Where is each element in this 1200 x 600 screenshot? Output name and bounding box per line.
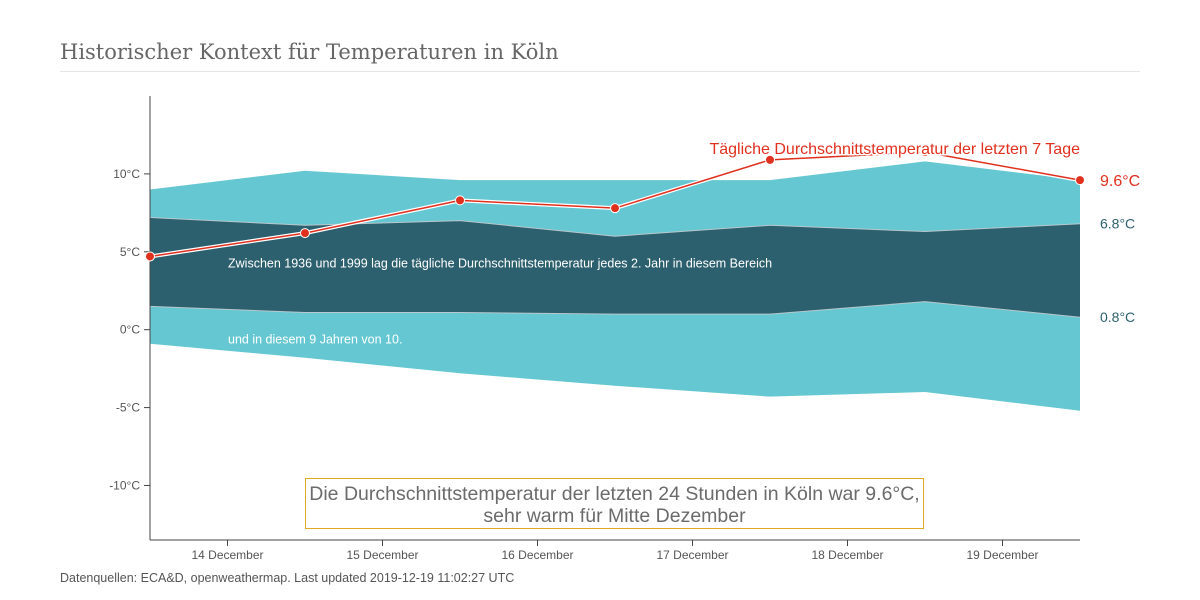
series-point xyxy=(1075,175,1085,186)
series-point xyxy=(610,203,620,214)
y-tick-label: 0°C xyxy=(120,323,140,337)
headline-line-2: sehr warm für Mitte Dezember xyxy=(483,505,746,527)
series-point xyxy=(300,228,310,239)
x-tick-label: 15 December xyxy=(346,548,418,562)
y-tick-label: -10°C xyxy=(109,478,140,492)
end-label-band-low: 0.8°C xyxy=(1100,309,1135,325)
series-point xyxy=(455,195,465,206)
series-point xyxy=(765,154,775,165)
end-label-current: 9.6°C xyxy=(1100,173,1140,190)
annotation-90-band: und in diesem 9 Jahren von 10. xyxy=(228,333,402,347)
annotation-50-band: Zwischen 1936 und 1999 lag die tägliche … xyxy=(228,256,772,270)
y-tick-label: 5°C xyxy=(120,245,140,259)
x-tick-label: 14 December xyxy=(191,548,263,562)
x-tick-label: 16 December xyxy=(501,548,573,562)
headline-line-1: Die Durchschnittstemperatur der letzten … xyxy=(309,483,920,505)
headline-box: Die Durchschnittstemperatur der letzten … xyxy=(305,478,924,529)
x-tick-label: 18 December xyxy=(811,548,883,562)
end-label-band-high: 6.8°C xyxy=(1100,216,1135,232)
series-point xyxy=(145,251,155,262)
y-tick-label: -5°C xyxy=(116,401,140,415)
x-tick-label: 19 December xyxy=(966,548,1038,562)
band-50-percent xyxy=(150,217,1080,318)
source-note: Datenquellen: ECA&D, openweathermap. Las… xyxy=(60,571,515,585)
y-tick-label: 10°C xyxy=(113,167,140,181)
band-50-lower-edge xyxy=(149,301,1081,318)
chart-title: Historischer Kontext für Temperaturen in… xyxy=(60,40,559,64)
x-tick-label: 17 December xyxy=(656,548,728,562)
title-divider xyxy=(60,71,1140,72)
series-label: Tägliche Durchschnittstemperatur der let… xyxy=(709,141,1080,158)
series-point xyxy=(920,147,930,158)
band-50-upper-edge xyxy=(149,217,1081,237)
